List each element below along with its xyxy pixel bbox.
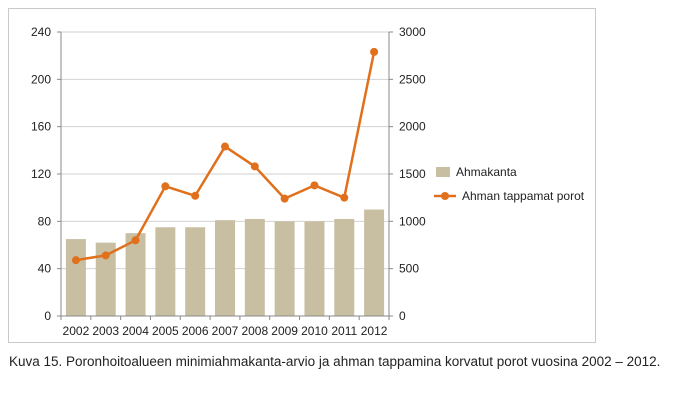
y-left-tick-label: 160 <box>31 120 51 134</box>
chart-frame: 0 40 80 120 160 200 240 0 500 1000 1500 2000 2500 300… <box>8 8 596 343</box>
data-point <box>191 191 200 200</box>
legend-swatch-bar <box>436 167 450 177</box>
y-left-tick-label: 80 <box>38 214 52 228</box>
legend-label: Ahmakanta <box>456 165 517 179</box>
x-tick-label: 2007 <box>212 324 239 338</box>
data-point <box>280 194 289 203</box>
x-tick-label: 2004 <box>122 324 149 338</box>
y-left-tick-label: 200 <box>31 72 51 86</box>
line-series <box>71 47 379 265</box>
y-left-tick-label: 0 <box>44 309 51 323</box>
x-tick-label: 2010 <box>301 324 328 338</box>
legend: Ahmakanta Ahman tappamat porot <box>434 165 585 203</box>
figure-caption: Kuva 15. Poronhoitoalueen minimiahmakant… <box>9 354 661 369</box>
data-point <box>370 47 379 56</box>
data-point <box>101 251 110 260</box>
data-point <box>340 193 349 202</box>
x-tick-label: 2011 <box>331 324 357 338</box>
y-right-tick-label: 1500 <box>399 167 426 181</box>
combo-chart: 0 40 80 120 160 200 240 0 500 1000 1500 2000 2500 300… <box>31 25 585 338</box>
x-tick-label: 2008 <box>241 324 268 338</box>
y-right-tick-label: 3000 <box>399 25 426 39</box>
data-point <box>250 162 259 171</box>
legend-label: Ahman tappamat porot <box>462 189 585 203</box>
data-point <box>310 181 319 190</box>
y-right-tick-label: 2000 <box>399 120 426 134</box>
data-point <box>131 236 140 245</box>
bar <box>304 221 325 316</box>
data-point <box>71 256 80 265</box>
y-left-tick-label: 40 <box>38 262 52 276</box>
x-tick-label: 2012 <box>361 324 388 338</box>
bar <box>185 227 206 316</box>
bar <box>364 209 385 316</box>
bar <box>215 220 235 316</box>
bar <box>244 218 265 316</box>
bar <box>274 221 295 316</box>
y-left-tick-label: 120 <box>31 167 51 181</box>
x-tick-label: 2003 <box>92 324 119 338</box>
legend-swatch-marker <box>441 192 449 200</box>
y-right-tick-label: 500 <box>399 262 419 276</box>
data-point <box>161 182 170 191</box>
bar <box>65 239 86 316</box>
x-tick-label: 2005 <box>152 324 179 338</box>
x-tick-label: 2006 <box>182 324 209 338</box>
bar-series <box>65 209 385 316</box>
y-right-tick-label: 1000 <box>399 214 426 228</box>
bar <box>334 218 355 316</box>
x-tick-label: 2009 <box>271 324 298 338</box>
bar <box>125 233 146 316</box>
bar <box>95 242 116 316</box>
axes: 0 40 80 120 160 200 240 0 500 1000 1500 2000 2500 300… <box>31 25 426 338</box>
x-tick-label: 2002 <box>63 324 90 338</box>
data-point <box>221 142 229 151</box>
y-right-tick-label: 2500 <box>399 72 426 86</box>
bar <box>155 227 176 316</box>
y-right-tick-label: 0 <box>399 309 406 323</box>
y-left-tick-label: 240 <box>31 25 51 39</box>
